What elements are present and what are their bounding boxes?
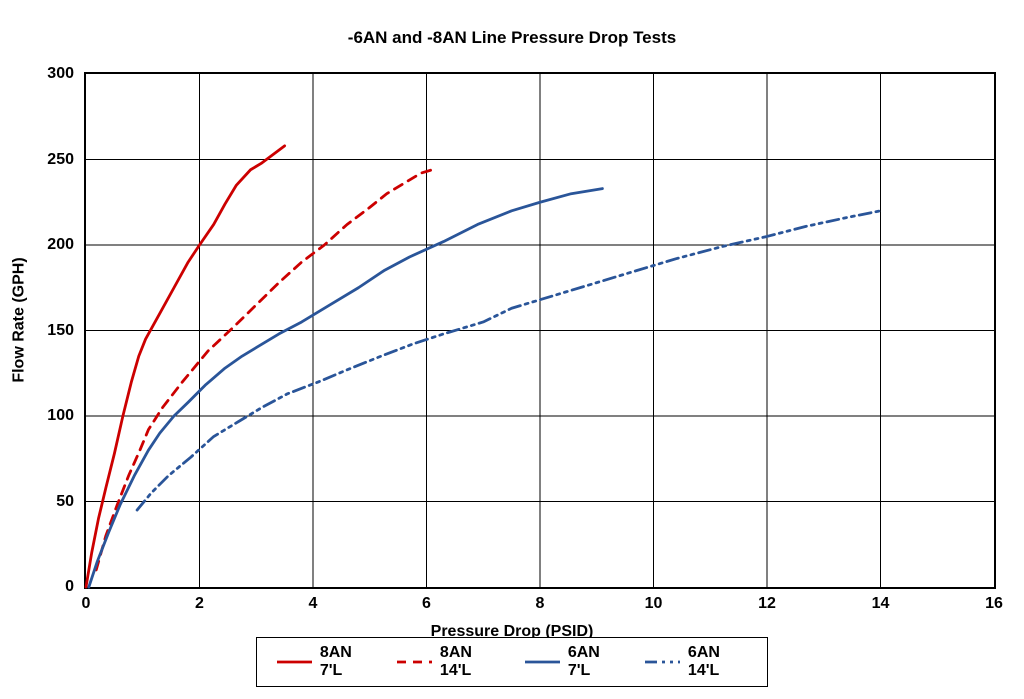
legend-swatch	[645, 655, 680, 669]
plot-area: 0246810121416050100150200250300	[84, 72, 996, 589]
x-tick-label: 14	[872, 595, 890, 613]
legend-label: 8AN 7'L	[320, 644, 371, 680]
legend-item: 6AN 7'L	[525, 644, 619, 680]
series-line	[137, 211, 880, 510]
legend: 8AN 7'L 8AN 14'L 6AN 7'L 6AN 14'L	[256, 637, 768, 687]
legend-label: 6AN 14'L	[688, 644, 747, 680]
y-tick-label: 150	[47, 322, 74, 340]
legend-swatch	[397, 655, 432, 669]
x-tick-label: 6	[422, 595, 431, 613]
x-tick-label: 16	[985, 595, 1003, 613]
y-tick-label: 300	[47, 65, 74, 83]
x-tick-label: 0	[82, 595, 91, 613]
series-line	[86, 146, 285, 587]
y-tick-label: 100	[47, 407, 74, 425]
legend-swatch	[277, 655, 312, 669]
series-line	[89, 189, 603, 587]
legend-item: 6AN 14'L	[645, 644, 747, 680]
y-axis-label: Flow Rate (GPH)	[8, 0, 32, 639]
y-tick-label: 200	[47, 236, 74, 254]
chart-container: -6AN and -8AN Line Pressure Drop Tests F…	[0, 0, 1024, 699]
x-tick-label: 10	[645, 595, 663, 613]
y-tick-label: 250	[47, 151, 74, 169]
legend-item: 8AN 7'L	[277, 644, 371, 680]
legend-swatch	[525, 655, 560, 669]
x-tick-label: 12	[758, 595, 776, 613]
x-tick-label: 8	[536, 595, 545, 613]
y-tick-label: 50	[56, 493, 74, 511]
legend-label: 8AN 14'L	[440, 644, 499, 680]
x-tick-label: 4	[309, 595, 318, 613]
chart-title: -6AN and -8AN Line Pressure Drop Tests	[0, 28, 1024, 48]
x-tick-label: 2	[195, 595, 204, 613]
legend-item: 8AN 14'L	[397, 644, 499, 680]
legend-label: 6AN 7'L	[568, 644, 619, 680]
y-tick-label: 0	[65, 578, 74, 596]
series-line	[96, 170, 432, 570]
plot-svg	[86, 74, 994, 587]
